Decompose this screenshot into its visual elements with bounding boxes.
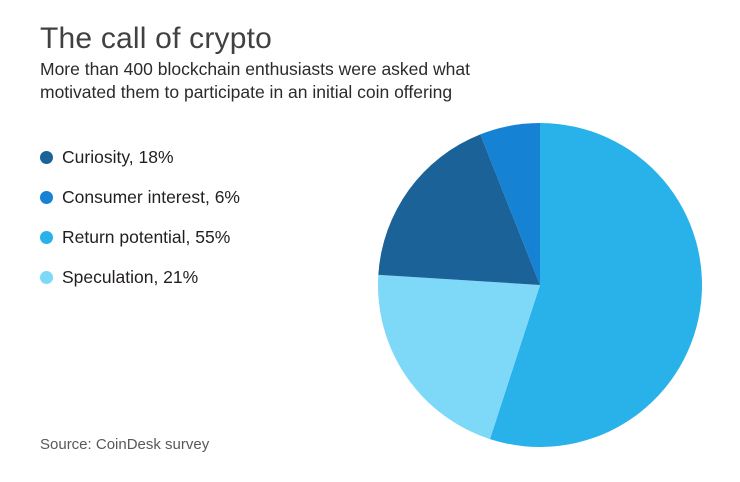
pie-slice-consumer-interest [480,123,540,285]
legend-label: Speculation, 21% [62,266,199,287]
pie-slice-return-potential [489,123,703,447]
legend: Curiosity, 18% Consumer interest, 6% Retur… [40,146,240,306]
pie-slice-speculation [378,274,540,440]
pie-chart [376,121,704,449]
legend-item-speculation: Speculation, 21% [40,266,240,288]
legend-swatch-icon [40,270,53,284]
chart-title: The call of crypto [40,22,273,55]
legend-item-return-potential: Return potential, 55% [40,226,240,248]
legend-label: Return potential, 55% [62,226,231,247]
legend-label: Curiosity, 18% [62,146,174,167]
pie-slice-curiosity [378,134,540,285]
chart-source: Source: CoinDesk survey [40,436,210,453]
legend-label: Consumer interest, 6% [62,186,240,207]
legend-swatch-icon [40,230,53,244]
legend-item-curiosity: Curiosity, 18% [40,146,240,168]
pie-svg [378,123,703,447]
legend-swatch-icon [40,150,53,164]
chart-subtitle: More than 400 blockchain enthusiasts wer… [40,59,470,103]
legend-swatch-icon [40,190,53,204]
legend-item-consumer-interest: Consumer interest, 6% [40,186,240,208]
